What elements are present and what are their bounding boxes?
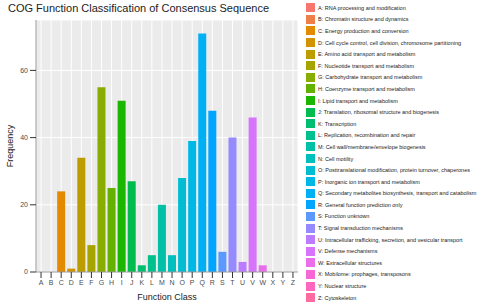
- html-text:M: Cell wall/membrane/envelope: M: Cell wall/membrane/envelope biogenesi…: [318, 143, 426, 150]
- html-text:F: Nucleotide transport and me: F: Nucleotide transport and metabolism: [318, 62, 414, 69]
- svg-text:W: W: [259, 279, 266, 286]
- svg-text:D: D: [69, 279, 74, 286]
- html-text:N: Cell motility: N: Cell motility: [318, 155, 354, 162]
- svg-text:P: P: [190, 279, 195, 286]
- html-text:E: Amino acid transport and me: E: Amino acid transport and metabolism: [318, 51, 416, 58]
- html-text:COG Function Classification of: COG Function Classification of Consensus…: [8, 2, 270, 14]
- html-text:R: General function prediction: R: General function prediction only: [318, 201, 403, 208]
- html-text:X: Mobilome: prophages, transp: X: Mobilome: prophages, transposons: [318, 271, 411, 278]
- html-text:O: Posttranslational modificat: O: Posttranslational modification, prote…: [318, 167, 470, 174]
- html-text:V: Defense mechanisms: V: Defense mechanisms: [318, 248, 378, 255]
- html-text:H: Coenzyme transport and meta: H: Coenzyme transport and metabolism: [318, 86, 415, 92]
- svg-text:20: 20: [20, 201, 28, 208]
- html-text:K: Transcription: K: Transcription: [318, 120, 357, 127]
- svg-text:F: F: [89, 279, 93, 286]
- html-text:D: Cell cycle control, cell di: D: Cell cycle control, cell division, ch…: [318, 39, 462, 46]
- svg-text:K: K: [139, 279, 144, 286]
- html-text:Z: Cytoskeleton: Z: Cytoskeleton: [318, 294, 357, 301]
- html-text:S: Function unknown: S: Function unknown: [318, 213, 370, 220]
- html-text:A: RNA processing and modifica: A: RNA processing and modification: [318, 4, 406, 11]
- svg-text:V: V: [250, 279, 255, 286]
- svg-text:L: L: [150, 279, 154, 286]
- html-text:W: Extracellular structures: W: Extracellular structures: [318, 259, 383, 266]
- html-text:B: Chromatin structure and dyn: B: Chromatin structure and dynamics: [318, 16, 409, 23]
- svg-text:U: U: [240, 279, 245, 286]
- svg-text:Z: Z: [291, 279, 296, 286]
- html-text:P: Inorganic ion transport and: P: Inorganic ion transport and metabolis…: [318, 178, 420, 185]
- html-text:I: Lipid transport and metabol: I: Lipid transport and metabolism: [318, 97, 398, 104]
- html-text:J: Translation, ribosomal stru: J: Translation, ribosomal structure and …: [318, 109, 440, 116]
- svg-text:N: N: [170, 279, 175, 286]
- svg-text:O: O: [179, 279, 185, 286]
- html-text:U: Intracellular trafficking,: U: Intracellular trafficking, secretion,…: [318, 236, 463, 243]
- html-text:T: Signal transduction mechani: T: Signal transduction mechanisms: [318, 225, 403, 232]
- svg-text:Y: Y: [281, 279, 286, 286]
- svg-text:M: M: [159, 279, 165, 286]
- html-text:Q: Secondary metabolites biosy: Q: Secondary metabolites biosynthesis, t…: [318, 190, 477, 197]
- svg-text:B: B: [49, 279, 54, 286]
- svg-text:J: J: [130, 279, 134, 286]
- svg-text:A: A: [39, 279, 44, 286]
- svg-text:Frequency: Frequency: [8, 124, 15, 167]
- svg-text:G: G: [99, 279, 104, 286]
- svg-text:0: 0: [24, 268, 28, 275]
- html-text:C: Energy production and conve: C: Energy production and conversion: [318, 28, 409, 34]
- svg-text:E: E: [79, 279, 84, 286]
- html-text:L: Replication, recombination: L: Replication, recombination and repair: [318, 132, 416, 139]
- svg-text:S: S: [220, 279, 225, 286]
- svg-text:Function Class: Function Class: [137, 292, 197, 302]
- svg-text:I: I: [121, 279, 123, 286]
- html-text:G: Carbohydrate transport and: G: Carbohydrate transport and metabolism: [318, 74, 423, 81]
- svg-text:40: 40: [20, 134, 28, 141]
- html-text:Y: Nuclear structure: Y: Nuclear structure: [318, 283, 367, 289]
- svg-text:T: T: [230, 279, 235, 286]
- svg-text:H: H: [109, 279, 114, 286]
- svg-text:X: X: [270, 279, 275, 286]
- svg-text:R: R: [210, 279, 215, 286]
- svg-text:C: C: [59, 279, 64, 286]
- svg-text:60: 60: [20, 67, 28, 74]
- svg-text:Q: Q: [200, 279, 206, 287]
